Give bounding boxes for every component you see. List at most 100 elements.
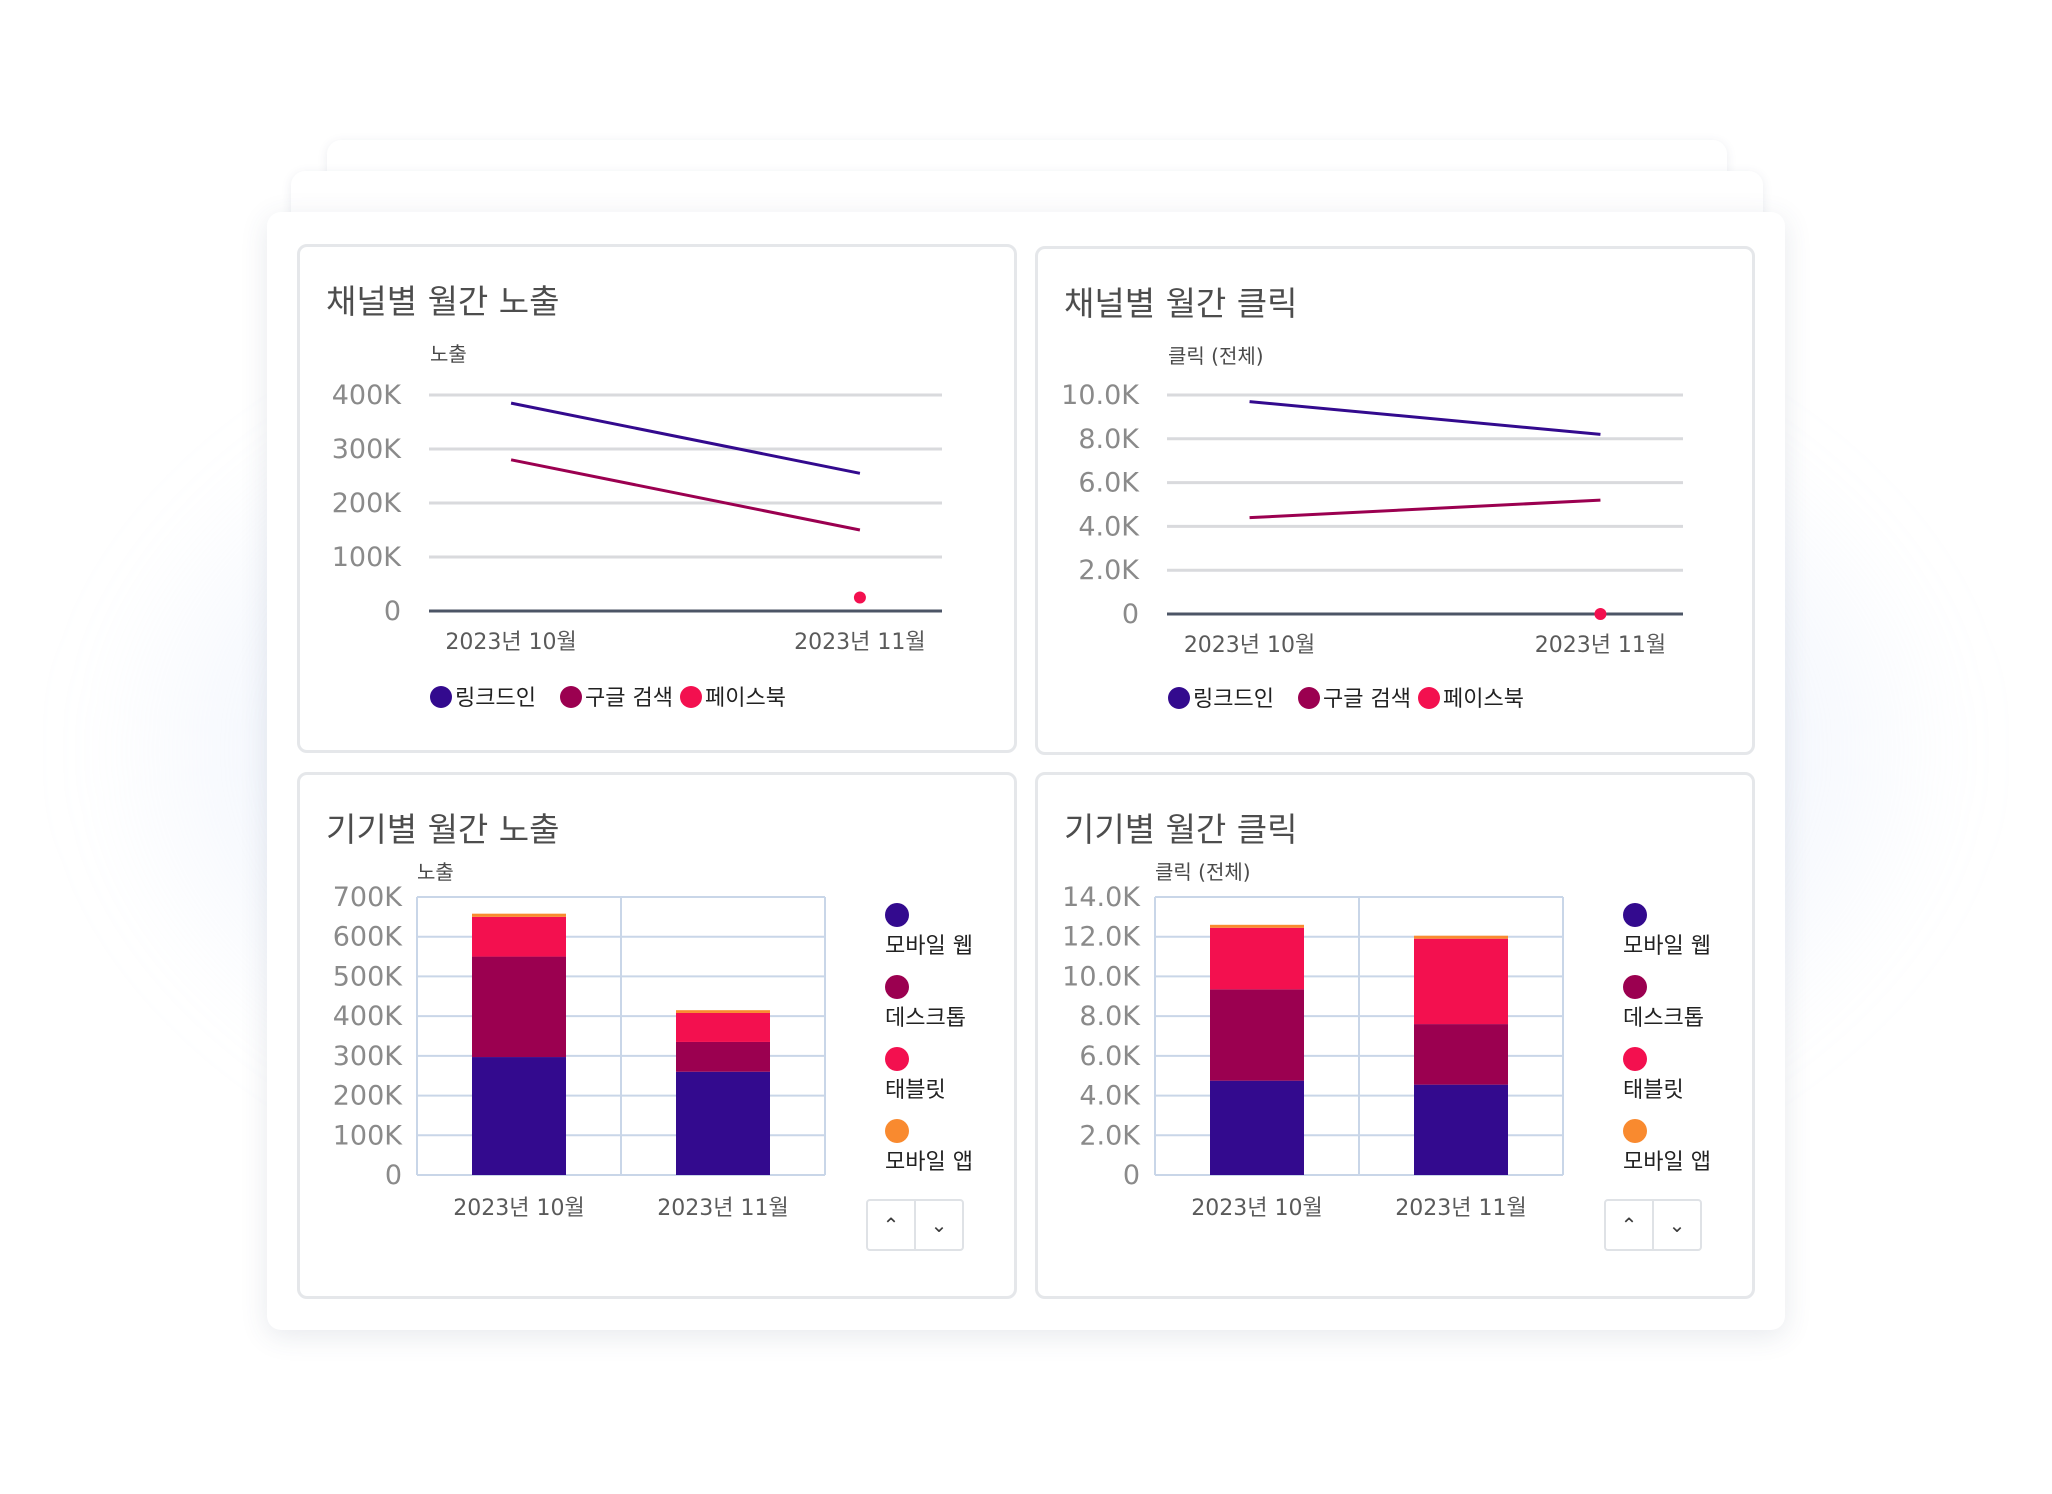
x-tick-label: 2023년 11월 — [657, 1196, 788, 1221]
legend-swatch — [1623, 1047, 1647, 1071]
x-tick-label: 2023년 10월 — [445, 630, 576, 655]
y-tick-label: 0 — [384, 596, 401, 627]
legend-page-up-button[interactable]: ⌃ — [1606, 1201, 1652, 1249]
y-tick-label: 700K — [333, 882, 404, 913]
x-tick-label: 2023년 11월 — [1395, 1196, 1526, 1221]
channel-impressions-chart: 노출 0 100K 200K 300K 400K 2023년 10월 2023년 11월링크드… — [332, 342, 942, 711]
y-tick-label: 12.0K — [1062, 922, 1141, 953]
panel-title: 채널별 월간 노출 — [326, 282, 560, 321]
legend-label: 모바일 앱 — [1623, 1150, 1711, 1175]
chevron-up-icon: ⌃ — [882, 1213, 900, 1237]
chevron-down-icon: ⌄ — [1668, 1213, 1686, 1237]
legend-label: 링크드인 — [1193, 687, 1274, 712]
device-impressions-chart: 노출 0 100K 200K 300K 400K 500K 600K 700K 2023년 10월… — [333, 860, 973, 1221]
y-tick-label: 2.0K — [1079, 1120, 1141, 1151]
series-line-series-1 — [510, 458, 861, 532]
legend-label: 페이스북 — [705, 686, 786, 711]
legend-swatch — [885, 903, 909, 927]
legend-page-down-button[interactable]: ⌄ — [914, 1201, 962, 1249]
y-axis-title: 노출 — [417, 860, 454, 884]
y-tick-label: 0 — [1123, 1160, 1140, 1191]
legend-swatch — [1168, 687, 1190, 709]
legend-swatch — [430, 686, 452, 708]
bar-segment-series-2 — [472, 916, 566, 957]
bar-segment-series-1 — [1414, 1024, 1508, 1085]
y-tick-label: 4.0K — [1079, 1081, 1141, 1112]
x-tick-label: 2023년 10월 — [1191, 1196, 1322, 1221]
series-line-series-0 — [1249, 400, 1601, 436]
x-tick-label: 2023년 11월 — [1535, 633, 1666, 658]
y-tick-label: 6.0K — [1078, 468, 1140, 499]
y-tick-label: 200K — [333, 1081, 404, 1112]
bar-segment-series-0 — [676, 1071, 770, 1175]
legend-label: 태블릿 — [1623, 1078, 1684, 1103]
bar-segment-series-2 — [1210, 927, 1304, 990]
legend-label: 데스크톱 — [1623, 1006, 1704, 1031]
bar-segment-series-3 — [1210, 924, 1304, 928]
legend-label: 모바일 웹 — [885, 934, 973, 959]
device-clicks-panel: 기기별 월간 클릭 클릭 (전체) 0 2.0K 4.0K 6.0K 8.0K 10.0K 1… — [1035, 772, 1755, 1299]
bar-segment-series-2 — [1414, 938, 1508, 1025]
bar-segment-series-3 — [472, 913, 566, 917]
legend-pager: ⌃ ⌄ — [866, 1199, 964, 1251]
legend-swatch — [885, 1119, 909, 1143]
y-tick-label: 200K — [332, 488, 403, 519]
y-tick-label: 2.0K — [1078, 555, 1140, 586]
bar-segment-series-0 — [472, 1057, 566, 1175]
legend-page-up-button[interactable]: ⌃ — [868, 1201, 914, 1249]
y-tick-label: 10.0K — [1061, 380, 1140, 411]
legend-label: 태블릿 — [885, 1078, 946, 1103]
y-tick-label: 4.0K — [1078, 511, 1140, 542]
y-tick-label: 8.0K — [1079, 1001, 1141, 1032]
legend-swatch — [1623, 1119, 1647, 1143]
chevron-down-icon: ⌄ — [930, 1213, 948, 1237]
legend-swatch — [1418, 687, 1440, 709]
dashboard-card: 채널별 월간 노출 노출 0 100K 200K 300K 400K 2023년 10월 20… — [267, 212, 1785, 1330]
legend-label: 데스크톱 — [885, 1006, 966, 1031]
channel-clicks-chart: 클릭 (전체) 0 2.0K 4.0K 6.0K 8.0K 10.0K 2023년 10월 20… — [1061, 344, 1683, 712]
chevron-up-icon: ⌃ — [1620, 1213, 1638, 1237]
panel-title: 기기별 월간 노출 — [326, 810, 560, 849]
legend-swatch — [885, 1047, 909, 1071]
y-tick-label: 400K — [333, 1001, 404, 1032]
legend-label: 구글 검색 — [585, 686, 673, 711]
legend-swatch — [885, 975, 909, 999]
data-point-series-2 — [853, 591, 866, 604]
device-clicks-chart: 클릭 (전체) 0 2.0K 4.0K 6.0K 8.0K 10.0K 12.0K 14.0K 2… — [1062, 860, 1711, 1221]
bar-segment-series-3 — [1414, 935, 1508, 939]
bar-segment-series-0 — [1414, 1084, 1508, 1175]
y-tick-label: 6.0K — [1079, 1041, 1141, 1072]
channel-impressions-panel: 채널별 월간 노출 노출 0 100K 200K 300K 400K 2023년 10월 20… — [297, 244, 1017, 753]
y-tick-label: 8.0K — [1078, 424, 1140, 455]
y-tick-label: 10.0K — [1062, 961, 1141, 992]
data-point-series-2 — [1594, 608, 1607, 620]
panel-title: 기기별 월간 클릭 — [1064, 810, 1298, 849]
legend-page-down-button[interactable]: ⌄ — [1652, 1201, 1700, 1249]
y-tick-label: 300K — [332, 434, 403, 465]
bar-segment-series-2 — [676, 1012, 770, 1042]
y-tick-label: 400K — [332, 380, 403, 411]
y-tick-label: 14.0K — [1062, 882, 1141, 913]
device-impressions-panel: 기기별 월간 노출 노출 0 100K 200K 300K 400K 500K 600K 700… — [297, 772, 1017, 1299]
series-line-series-1 — [1249, 498, 1601, 520]
bar-segment-series-1 — [472, 956, 566, 1058]
y-tick-label: 600K — [333, 922, 404, 953]
panel-title: 채널별 월간 클릭 — [1064, 284, 1298, 323]
legend-swatch — [1623, 975, 1647, 999]
y-axis-title: 클릭 (전체) — [1168, 344, 1264, 368]
y-tick-label: 0 — [1122, 599, 1139, 630]
legend-label: 링크드인 — [455, 686, 536, 711]
bar-segment-series-3 — [676, 1010, 770, 1013]
legend-pager: ⌃ ⌄ — [1604, 1199, 1702, 1251]
bar-segment-series-1 — [676, 1041, 770, 1072]
x-tick-label: 2023년 10월 — [453, 1196, 584, 1221]
y-tick-label: 100K — [333, 1120, 404, 1151]
y-tick-label: 300K — [333, 1041, 404, 1072]
x-tick-label: 2023년 11월 — [794, 630, 925, 655]
legend-label: 모바일 앱 — [885, 1150, 973, 1175]
legend-swatch — [1298, 687, 1320, 709]
legend-label: 구글 검색 — [1323, 687, 1411, 712]
series-line-series-0 — [510, 401, 861, 475]
channel-clicks-panel: 채널별 월간 클릭 클릭 (전체) 0 2.0K 4.0K 6.0K 8.0K 10.0K 2… — [1035, 246, 1755, 755]
bar-segment-series-1 — [1210, 989, 1304, 1081]
